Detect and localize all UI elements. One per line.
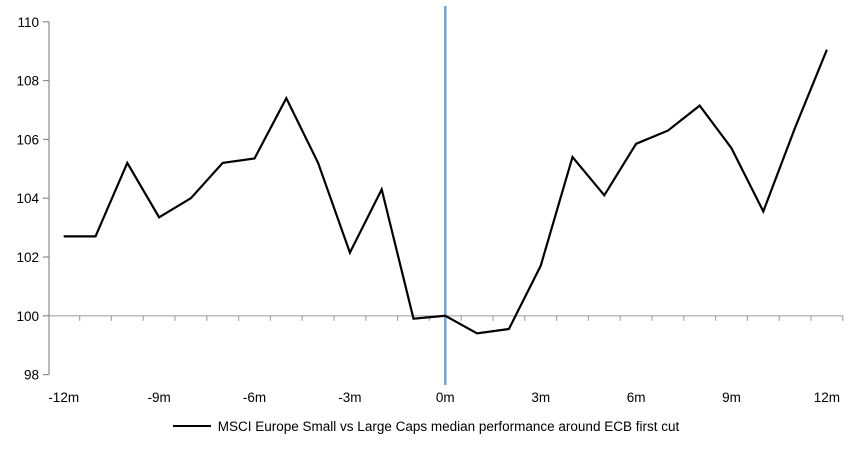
legend: MSCI Europe Small vs Large Caps median p… — [0, 417, 852, 435]
y-tick-label: 106 — [16, 132, 39, 147]
x-tick-label: -9m — [147, 390, 170, 405]
y-tick-label: 104 — [16, 191, 39, 206]
x-tick-label: -6m — [243, 390, 266, 405]
series-line — [63, 49, 828, 335]
x-tick-label: 9m — [722, 390, 741, 405]
x-tick-label: 12m — [814, 390, 840, 405]
x-tick-label: -3m — [338, 390, 361, 405]
x-tick-label: 0m — [436, 390, 455, 405]
x-tick-label: -12m — [48, 390, 79, 405]
legend-line-sample — [172, 424, 211, 428]
x-tick-label: 3m — [531, 390, 550, 405]
legend-label: MSCI Europe Small vs Large Caps median p… — [217, 418, 680, 434]
y-tick-label: 98 — [24, 368, 39, 383]
y-tick-label: 102 — [16, 250, 39, 265]
x-tick-label: 6m — [627, 390, 646, 405]
y-tick-label: 110 — [17, 15, 39, 30]
y-tick-label: 100 — [16, 309, 39, 324]
y-tick-label: 108 — [16, 74, 39, 89]
